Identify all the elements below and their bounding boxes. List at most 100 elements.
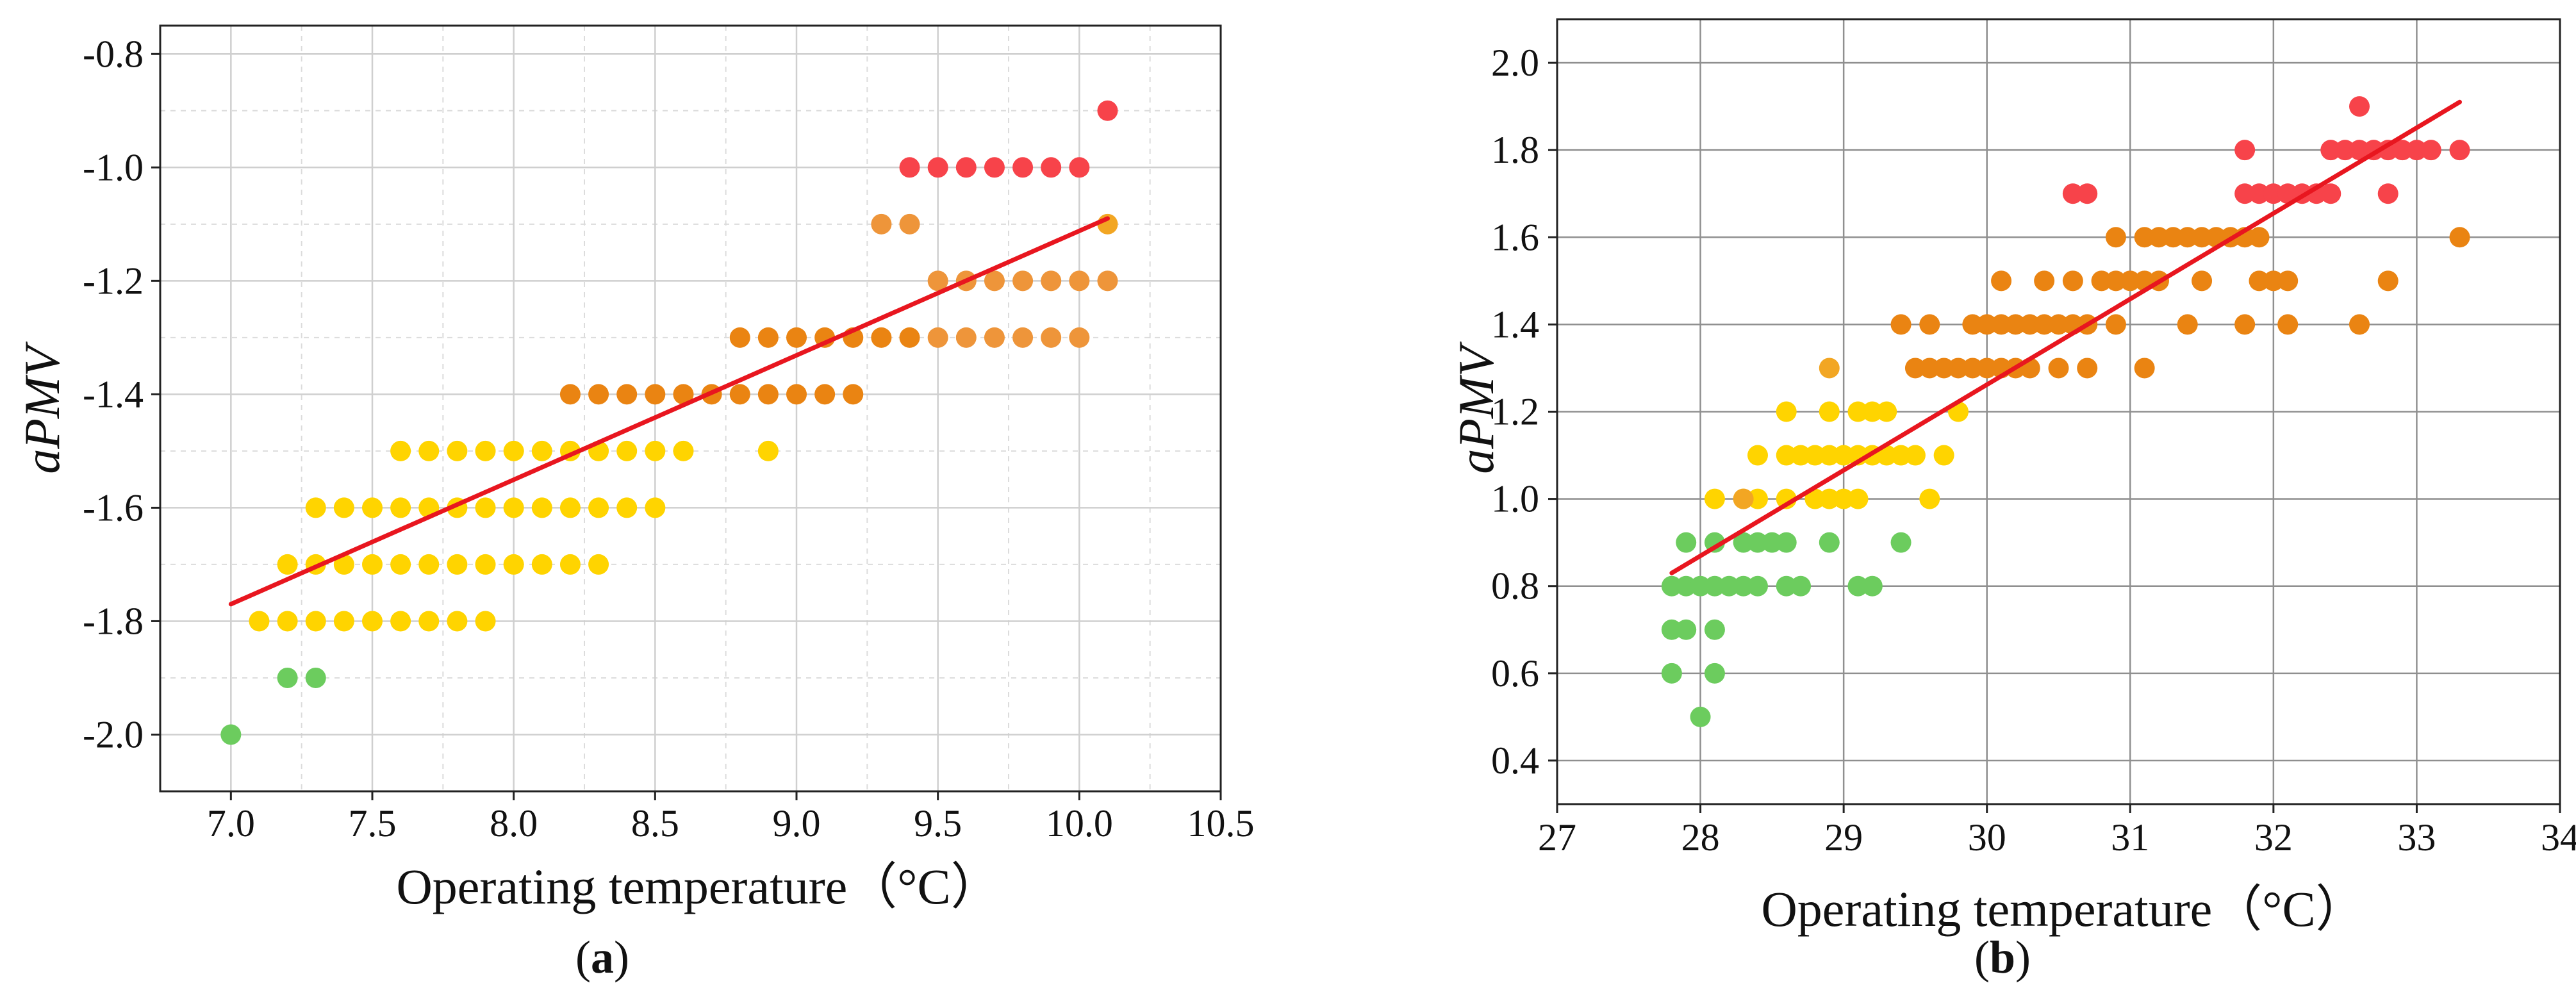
panel-a-data-point xyxy=(503,554,524,575)
panel-b-data-point xyxy=(1890,314,1911,335)
panel-b-data-point xyxy=(2005,314,2026,335)
panel-b-x-axis-label: Operating temperature（°C） xyxy=(1761,881,2365,937)
panel-b-x-tick-label: 31 xyxy=(2111,816,2149,859)
panel-a-data-point xyxy=(277,554,298,575)
panel-a-y-tick-label: -1.2 xyxy=(83,260,144,302)
panel-b-data-point xyxy=(1904,445,1926,466)
panel-a-data-point xyxy=(475,497,496,518)
panel-a-data-point xyxy=(673,440,694,461)
panel-a-data-point xyxy=(588,497,609,518)
panel-a-data-point xyxy=(559,497,581,518)
panel-b-data-point xyxy=(1862,401,1883,422)
panel-b-data-point xyxy=(1819,488,1840,509)
panel-b-data-point xyxy=(2019,314,2040,335)
panel-b-data-point xyxy=(1776,401,1797,422)
panel-a-x-tick-label: 9.0 xyxy=(773,802,821,845)
panel-b-data-point xyxy=(2449,140,2470,161)
panel-b-data-point xyxy=(2263,270,2284,292)
panel-b-data-point xyxy=(1676,575,1697,597)
panel-b-data-point xyxy=(1790,575,1812,597)
panel-b-data-point xyxy=(2062,270,2083,292)
panel-b-ticks: 27 28 29 30 31 32 33 34 0.4 0.6 0.8 1.0 1.2 1.4 1.6 1.8… xyxy=(1491,42,2576,859)
panel-a-data-point xyxy=(1097,100,1118,121)
panel-a-y-tick-label: -0.8 xyxy=(83,33,144,75)
panel-b-y-tick-label: 0.8 xyxy=(1491,565,1539,607)
panel-a-data-point xyxy=(645,384,666,405)
panel-a-caption-letter: a xyxy=(591,932,614,983)
panel-a-data-point xyxy=(871,327,892,348)
panel-a-data-point xyxy=(305,497,326,518)
panel-b-data-point xyxy=(1819,401,1840,422)
panel-b-y-tick-label: 0.4 xyxy=(1491,739,1539,782)
panel-b-data-point xyxy=(1804,488,1826,509)
panel-a-data-point xyxy=(333,611,354,632)
panel-a-y-tick-label: -1.8 xyxy=(83,600,144,642)
panel-a-data-point xyxy=(927,327,948,348)
panel-a-data-point xyxy=(927,270,948,292)
panel-a-data-point xyxy=(475,611,496,632)
panel-b-data-point xyxy=(2134,227,2155,248)
panel-a-data-point xyxy=(418,440,440,461)
panel-b-data-point xyxy=(2134,358,2155,379)
panel-b-data-point xyxy=(1819,445,1840,466)
panel-b-data-point xyxy=(2449,227,2470,248)
panel-a-data-point xyxy=(729,327,750,348)
panel-a-data-point xyxy=(1012,327,1034,348)
panel-a-data-point xyxy=(588,384,609,405)
panel-b-y-axis-label: aPMV xyxy=(1448,341,1504,474)
panel-a-data-point xyxy=(503,440,524,461)
panel-a-y-tick-label: -1.4 xyxy=(83,373,144,415)
panel-b-x-tick-label: 29 xyxy=(1824,816,1863,859)
panel-b-data-point xyxy=(1704,532,1725,553)
panel-a-data-point xyxy=(333,554,354,575)
panel-b-data-point xyxy=(2234,183,2256,204)
panel-a-data-point xyxy=(757,440,779,461)
panel-a-data-point xyxy=(220,724,242,745)
panel-b-data-point xyxy=(2048,358,2069,379)
panel-a-data-point xyxy=(305,667,326,688)
panel-b-data-point xyxy=(1991,270,2012,292)
panel-a-data-point xyxy=(1041,270,1062,292)
panel-b-data-point xyxy=(2105,270,2126,292)
panel-a-data-point xyxy=(447,554,468,575)
panel-b-x-tick-label: 30 xyxy=(1968,816,2006,859)
panel-a-data-point xyxy=(1069,327,1090,348)
panel-a-y-tick-label: -1.6 xyxy=(83,486,144,529)
panel-b-y-tick-label: 1.8 xyxy=(1491,129,1539,171)
panel-b-y-tick-label: 1.6 xyxy=(1491,216,1539,258)
panel-a-data-point xyxy=(362,611,383,632)
panel-a-data-point xyxy=(418,554,440,575)
panel-a-fit-line xyxy=(228,216,1110,607)
panel-a-data-point xyxy=(531,497,552,518)
panel-b-caption-close: ) xyxy=(2015,932,2031,983)
panel-a-data-point xyxy=(757,384,779,405)
panel-b-data-point xyxy=(2062,183,2083,204)
panel-b-data-point xyxy=(1833,445,1854,466)
panel-b-fit-line xyxy=(1669,99,2462,575)
panel-b-data-point xyxy=(1847,575,1869,597)
panel-a-data-point xyxy=(927,157,948,178)
panel-b-data-point xyxy=(2120,270,2141,292)
panel-a-data-point xyxy=(475,554,496,575)
panel-b-data-point xyxy=(2192,270,2213,292)
panel-a-caption-open: ( xyxy=(575,932,591,983)
panel-b-data-point xyxy=(2077,358,2098,379)
panel-a-x-tick-label: 8.0 xyxy=(490,802,538,845)
panel-b-data-point xyxy=(1661,575,1682,597)
panel-b-data-point xyxy=(2149,227,2169,248)
panel-a-data-point xyxy=(1041,327,1062,348)
panel-a-x-tick-label: 7.0 xyxy=(207,802,255,845)
panel-b-data-point xyxy=(1962,358,1983,379)
panel-b-data-point xyxy=(1747,488,1768,509)
panel-b-data-point xyxy=(1962,314,1983,335)
panel-a-data-point xyxy=(984,270,1005,292)
panel-a-data-point xyxy=(559,384,581,405)
panel-b-data-point xyxy=(2263,183,2284,204)
panel-b-data-point xyxy=(1847,401,1869,422)
panel-b-data-point xyxy=(1948,358,1969,379)
panel-b-data-point xyxy=(2392,140,2413,161)
panel-b-data-point xyxy=(2163,227,2184,248)
panel-b-data-point xyxy=(1919,488,1940,509)
panel-b-data-point xyxy=(1862,575,1883,597)
